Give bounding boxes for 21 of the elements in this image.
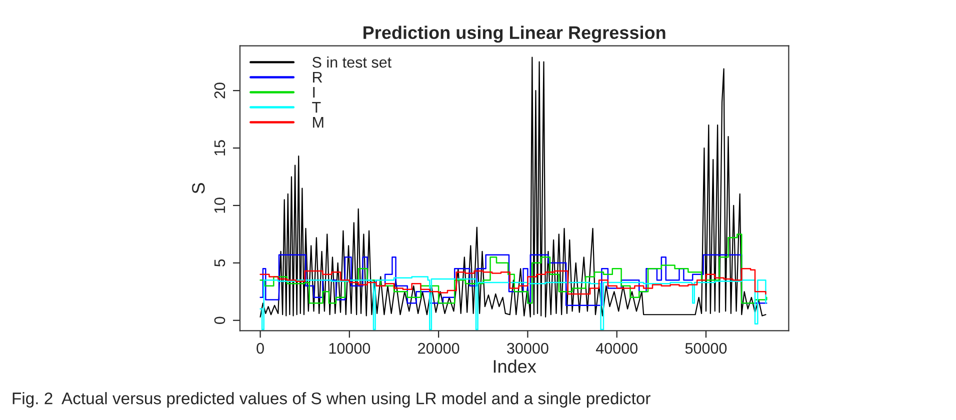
legend-label: R bbox=[313, 72, 322, 83]
chart-title: Prediction using Linear Regression bbox=[364, 26, 666, 43]
legend-label: T bbox=[312, 102, 321, 113]
y-tick-label: 10 bbox=[214, 198, 226, 213]
line-series bbox=[260, 56, 766, 318]
y-tick-label: 5 bbox=[214, 259, 226, 267]
y-tick-label: 15 bbox=[214, 140, 226, 156]
legend-label: I bbox=[313, 87, 315, 98]
x-axis-title: Index bbox=[494, 360, 536, 373]
y-tick-label: 20 bbox=[214, 82, 226, 98]
x-tick-label: 40000 bbox=[596, 342, 638, 354]
legend-label: M bbox=[313, 117, 324, 128]
x-tick-label: 0 bbox=[256, 342, 264, 354]
x-tick-label: 30000 bbox=[507, 342, 548, 354]
x-tick-label: 20000 bbox=[418, 342, 460, 354]
caption: Fig. 2 Actual versus predicted values of S when using LR model and a single predictor bbox=[12, 392, 650, 408]
y-axis-title: S bbox=[192, 183, 205, 194]
legend-label: S in test set bbox=[312, 56, 392, 68]
y-tick-label: 0 bbox=[214, 316, 226, 324]
x-tick-label: 50000 bbox=[685, 342, 727, 354]
x-tick-label: 10000 bbox=[329, 342, 370, 354]
